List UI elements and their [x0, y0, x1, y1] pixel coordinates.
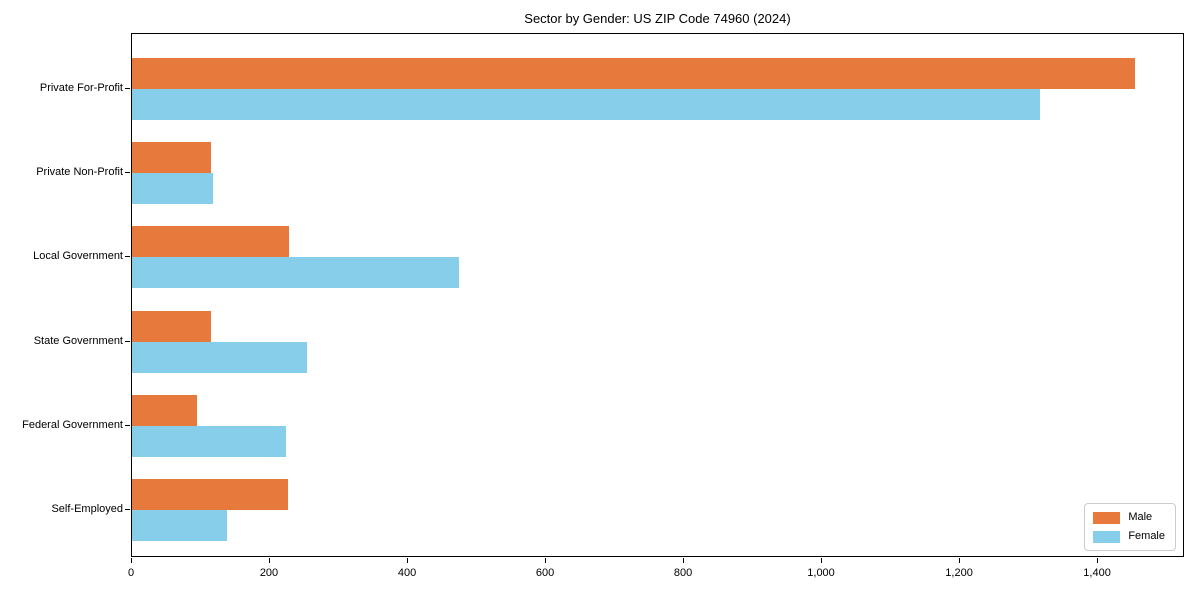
- x-axis-tick: [959, 558, 961, 563]
- x-axis-tick: [407, 558, 409, 563]
- bar-female-3: [132, 257, 459, 289]
- x-axis-tick-label: 1,000: [807, 567, 835, 579]
- x-axis-tick: [545, 558, 547, 563]
- x-axis-tick-label: 0: [127, 567, 135, 579]
- legend: Male Female: [1084, 503, 1176, 551]
- bar-male-1: [132, 58, 1135, 89]
- y-axis-tick: [125, 509, 130, 510]
- x-axis-tick-label: 600: [535, 567, 555, 579]
- x-axis-tick-label: 800: [673, 567, 693, 579]
- x-axis-tick-label: 1,200: [945, 567, 973, 579]
- bar-female-2: [132, 173, 213, 205]
- x-axis-tick-label: 400: [397, 567, 417, 579]
- bar-male-3: [132, 226, 289, 258]
- bar-male-2: [132, 142, 211, 174]
- plot-area: Male Female: [131, 33, 1184, 557]
- male-swatch: [1093, 511, 1121, 524]
- y-axis-tick: [125, 424, 130, 426]
- y-axis-label: Private Non-Profit: [36, 166, 123, 179]
- y-axis-tick: [125, 340, 130, 342]
- bar-female-5: [132, 425, 286, 457]
- bar-female-4: [132, 341, 307, 373]
- bar-female-1: [132, 89, 1040, 120]
- y-axis-label: Self-Employed: [51, 503, 123, 515]
- y-axis-label: Private For-Profit: [39, 82, 123, 94]
- y-axis-tick: [125, 88, 130, 89]
- bar-male-4: [132, 310, 211, 342]
- x-axis-tick: [269, 558, 270, 563]
- y-axis-tick: [125, 256, 130, 258]
- legend-label-male: Male: [1128, 511, 1153, 523]
- x-axis-tick-label: 200: [259, 567, 279, 579]
- x-axis-tick: [683, 558, 685, 563]
- y-axis-label: State Government: [33, 334, 123, 347]
- x-axis-tick-label: 1,400: [1083, 567, 1111, 579]
- bar-female-6: [132, 510, 227, 541]
- y-axis-tick: [125, 172, 130, 174]
- y-axis-label: Local Government: [33, 250, 123, 263]
- x-axis-tick: [1097, 558, 1099, 563]
- x-axis-tick: [131, 558, 132, 563]
- bar-male-5: [132, 394, 197, 426]
- x-axis-tick: [821, 558, 823, 563]
- bar-male-6: [132, 479, 288, 510]
- y-axis-label: Federal Government: [22, 418, 123, 431]
- legend-item-female: Female: [1093, 530, 1165, 543]
- legend-label-female: Female: [1128, 530, 1165, 542]
- legend-item-male: Male: [1093, 511, 1165, 524]
- female-swatch: [1093, 530, 1121, 543]
- chart-title: Sector by Gender: US ZIP Code 74960 (202…: [524, 11, 791, 26]
